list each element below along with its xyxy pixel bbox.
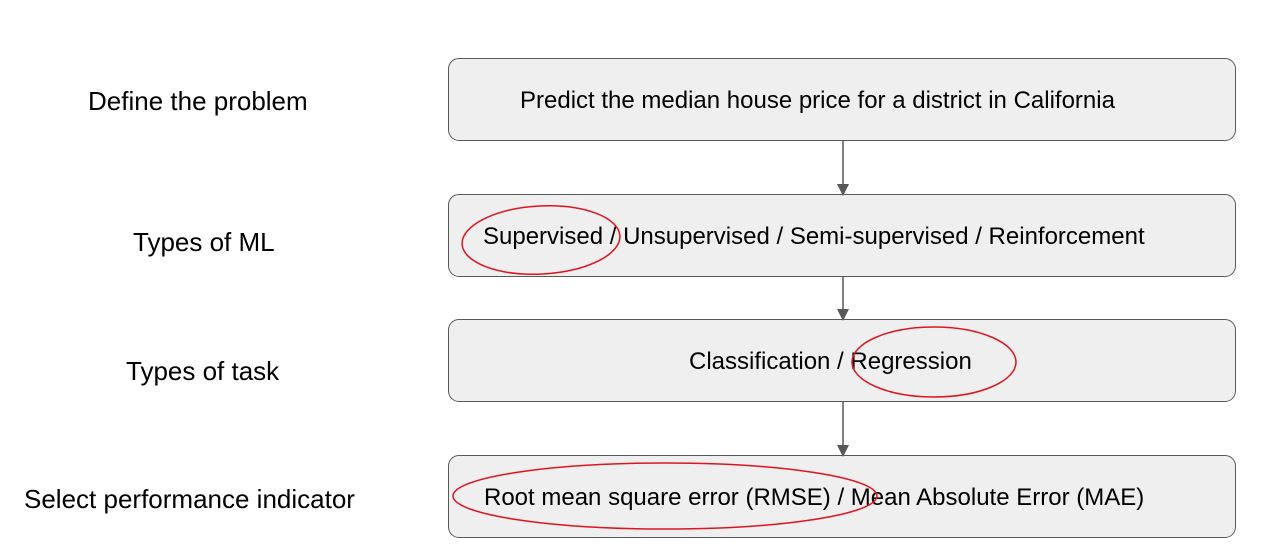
task-type-box-text: Classification / Regression xyxy=(689,348,972,375)
step-label-performance-indicator: Select performance indicator xyxy=(24,484,355,514)
problem-box xyxy=(448,58,1236,141)
step-label-define-problem: Define the problem xyxy=(88,86,308,116)
step-label-types-of-ml: Types of ML xyxy=(133,227,275,257)
performance-indicator-box-text: Root mean square error (RMSE) / Mean Abs… xyxy=(484,484,1145,511)
problem-box-text: Predict the median house price for a dis… xyxy=(520,87,1115,114)
ml-type-box-text: Supervised / Unsupervised / Semi-supervi… xyxy=(483,223,1145,250)
step-label-types-of-task: Types of task xyxy=(126,356,280,386)
task-type-box xyxy=(448,319,1236,402)
